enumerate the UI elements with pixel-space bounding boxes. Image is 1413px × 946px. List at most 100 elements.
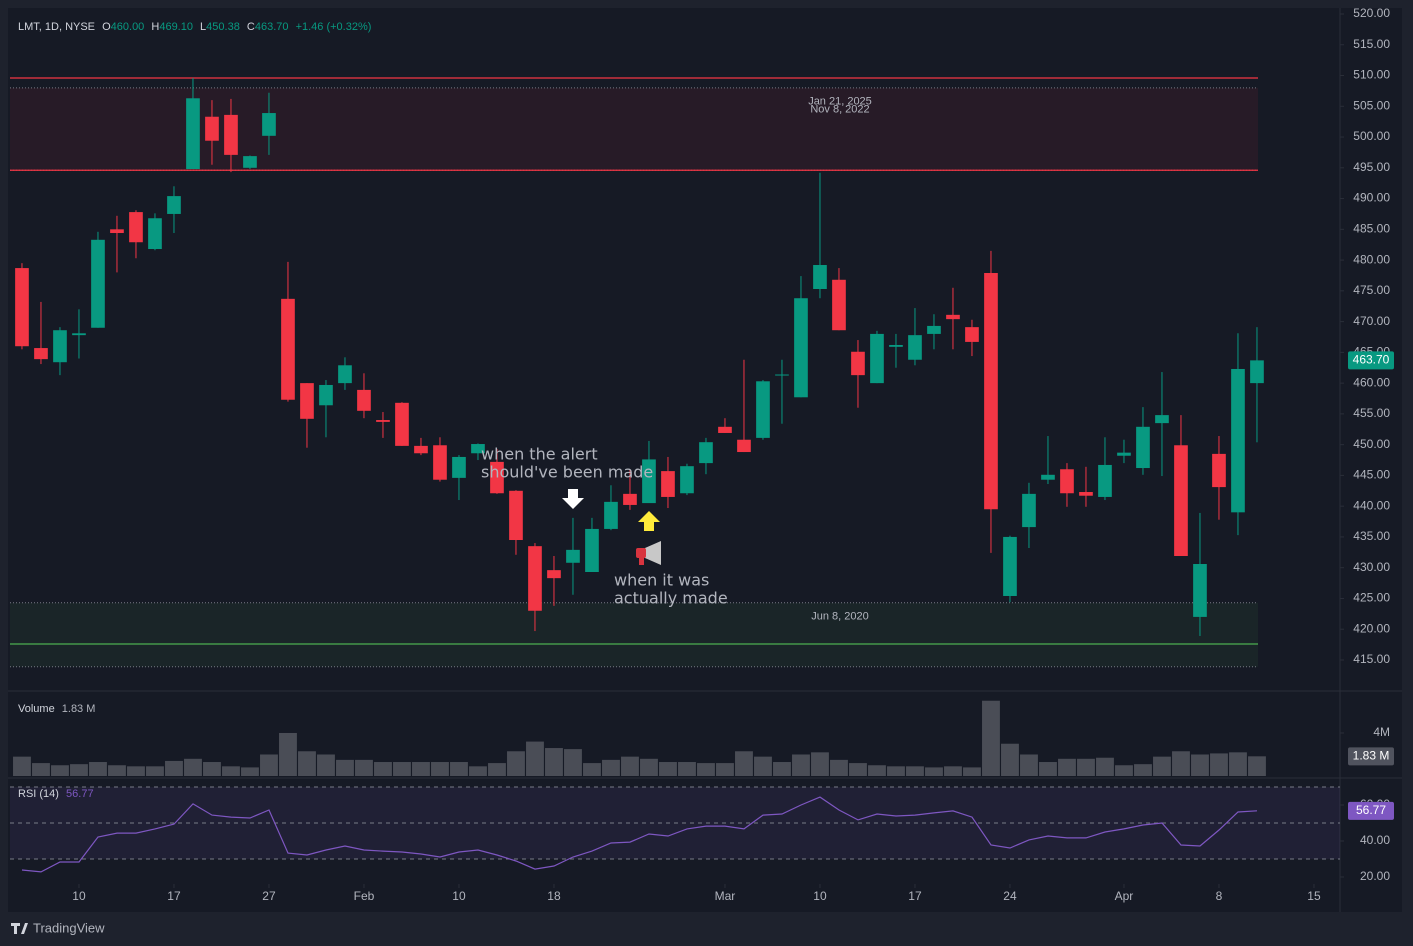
zone-label: Nov 8, 2022 <box>810 104 869 116</box>
volume-bar <box>1039 762 1057 776</box>
candle-body <box>243 156 257 168</box>
y-tick-label: 420.00 <box>1353 621 1390 635</box>
candle-body <box>661 471 675 497</box>
svg-text:TradingView: TradingView <box>33 920 105 935</box>
candle-body <box>319 384 333 406</box>
volume-bar <box>1248 756 1266 776</box>
volume-bar <box>773 762 791 776</box>
candle-body <box>623 493 637 505</box>
candle-body <box>452 456 466 478</box>
candle-body <box>53 330 67 363</box>
candle-body <box>414 445 428 454</box>
candle-body <box>91 239 105 328</box>
candle-body <box>908 335 922 360</box>
volume-bar <box>51 765 69 776</box>
volume-bar <box>1210 753 1228 776</box>
candle-body <box>699 442 713 464</box>
annotation: actually made <box>614 589 728 608</box>
candle-body <box>1155 415 1169 424</box>
x-tick-label: Feb <box>354 889 375 903</box>
candle-body <box>148 218 162 250</box>
volume-bar <box>792 754 810 776</box>
volume-bar <box>1001 743 1019 776</box>
candle-body <box>1041 474 1055 480</box>
volume-bar <box>374 762 392 776</box>
legend-key: C <box>247 21 255 33</box>
volume-bar <box>545 748 563 776</box>
y-tick-label: 515.00 <box>1353 37 1390 51</box>
volume-bar <box>146 766 164 776</box>
candle-body <box>718 426 732 433</box>
volume-bar <box>450 762 468 776</box>
candle-body <box>129 212 143 243</box>
candle-body <box>604 501 618 529</box>
volume-bar <box>1172 751 1190 776</box>
candle-body <box>813 265 827 290</box>
y-tick-label: 485.00 <box>1353 221 1390 235</box>
volume-title: Volume <box>18 703 55 715</box>
y-tick-label: 510.00 <box>1353 68 1390 82</box>
legend-change: +1.46 (+0.32%) <box>296 21 372 33</box>
x-tick-label: 24 <box>1003 889 1017 903</box>
y-tick-label: 500.00 <box>1353 129 1390 143</box>
volume-bar <box>697 763 715 776</box>
legend-key: H <box>151 21 159 33</box>
y-tick-label: 475.00 <box>1353 283 1390 297</box>
legend: LMT, 1D, NYSE O460.00 H469.10 L450.38 C4… <box>18 21 371 33</box>
volume-bar <box>469 766 487 776</box>
volume-bar <box>393 762 411 776</box>
candle-body <box>1136 426 1150 469</box>
zone <box>10 602 1258 667</box>
volume-bar <box>640 758 658 776</box>
volume-bar <box>583 763 601 776</box>
volume-bar <box>184 758 202 776</box>
x-tick-label: Mar <box>715 889 736 903</box>
legend-value: 463.70 <box>255 21 289 33</box>
legend-key: O <box>102 21 111 33</box>
candle-body <box>528 546 542 611</box>
volume-bar <box>621 756 639 776</box>
volume-bar <box>1191 754 1209 776</box>
volume-bar <box>127 766 145 776</box>
candle-body <box>1250 360 1264 384</box>
volume-bar <box>716 763 734 776</box>
candle-body <box>870 333 884 384</box>
candle-body <box>395 402 409 446</box>
volume-bar <box>260 754 278 776</box>
rsi-value: 56.77 <box>66 788 94 800</box>
volume-bar <box>659 762 677 776</box>
volume-bar <box>564 749 582 776</box>
volume-bar <box>830 759 848 776</box>
candle-body <box>756 381 770 438</box>
x-tick-label: 17 <box>908 889 922 903</box>
volume-bar <box>887 766 905 776</box>
volume-bar <box>108 765 126 776</box>
x-tick-label: 8 <box>1216 889 1223 903</box>
rsi-line <box>21 796 1258 873</box>
candle-body <box>680 466 694 494</box>
volume-bar <box>1077 758 1095 776</box>
legend-value: 469.10 <box>159 21 193 33</box>
candle-body <box>1022 493 1036 528</box>
candle-body <box>1060 469 1074 494</box>
volume-bar <box>13 756 31 776</box>
volume-bar <box>241 767 259 776</box>
y-tick-label: 460.00 <box>1353 375 1390 389</box>
rsi-legend: RSI (14) 56.77 <box>18 788 94 800</box>
candle-body <box>1117 452 1131 456</box>
down-arrow <box>562 489 584 509</box>
candle-body <box>281 298 295 400</box>
candle-body <box>984 273 998 510</box>
candle-body <box>471 444 485 454</box>
y-tick-label: 470.00 <box>1353 314 1390 328</box>
y-tick-label: 490.00 <box>1353 191 1390 205</box>
volume-bar <box>1058 758 1076 776</box>
volume-bar <box>165 760 183 776</box>
candle-body <box>262 113 276 136</box>
volume-bar <box>203 762 221 776</box>
zone-label: Jan 21, 2025 <box>808 96 872 108</box>
volume-value: 1.83 M <box>62 703 96 715</box>
